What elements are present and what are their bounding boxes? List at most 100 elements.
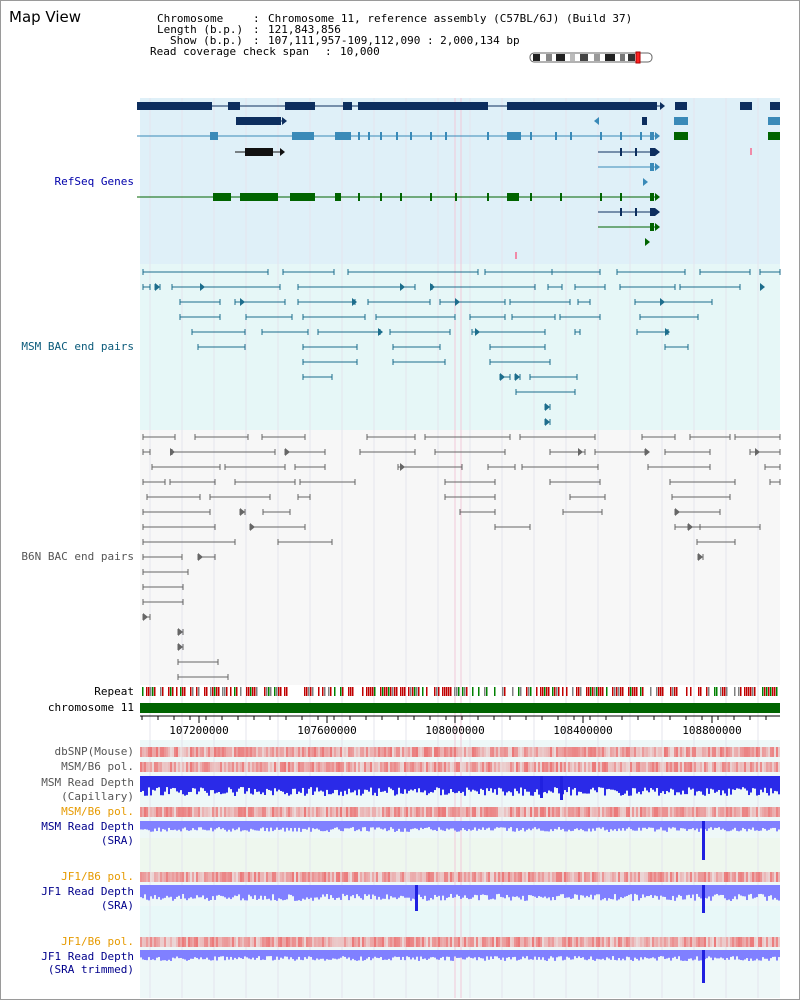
msm-bac-pair-arrow[interactable]	[455, 298, 460, 306]
b6n-bac-pair-arrow[interactable]	[143, 613, 148, 621]
gene-exon[interactable]	[358, 132, 360, 140]
gene-exon[interactable]	[430, 193, 432, 201]
gene-exon[interactable]	[487, 193, 489, 201]
gene-strand-arrow[interactable]	[655, 148, 660, 156]
gene-exon[interactable]	[430, 132, 432, 140]
gene-strand-arrow[interactable]	[655, 132, 660, 140]
msm-bac-pair-arrow[interactable]	[660, 298, 665, 306]
gene-strand-arrow[interactable]	[282, 117, 287, 125]
b6n-bac-pair-arrow[interactable]	[578, 448, 583, 456]
gene-exon[interactable]	[396, 132, 398, 140]
gene-exon[interactable]	[675, 102, 687, 110]
gene-strand-arrow[interactable]	[280, 148, 285, 156]
gene-exon[interactable]	[292, 132, 314, 140]
gene-exon[interactable]	[530, 193, 532, 201]
msm-bac-pair-arrow[interactable]	[665, 328, 670, 336]
gene-exon[interactable]	[445, 132, 447, 140]
msm-bac-pair-arrow[interactable]	[155, 283, 160, 291]
gene-strand-arrow[interactable]	[594, 117, 599, 125]
gene-exon[interactable]	[600, 193, 602, 201]
gene-exon[interactable]	[285, 102, 315, 110]
gene-strand-arrow[interactable]	[655, 163, 660, 171]
gene-exon[interactable]	[650, 148, 655, 156]
msm-bac-pair-arrow[interactable]	[378, 328, 383, 336]
gene-exon[interactable]	[410, 132, 412, 140]
gene-exon[interactable]	[650, 132, 654, 140]
gene-strand-arrow[interactable]	[645, 238, 650, 246]
gene-exon[interactable]	[555, 132, 557, 140]
b6n-bac-pair-arrow[interactable]	[688, 523, 693, 531]
b6n-bac-pair-arrow[interactable]	[178, 628, 183, 636]
gene-strand-arrow[interactable]	[643, 178, 648, 186]
gene-exon[interactable]	[137, 102, 212, 110]
gene-exon[interactable]	[770, 102, 780, 110]
msm-bac-pair-arrow[interactable]	[240, 298, 245, 306]
gene-exon[interactable]	[290, 193, 315, 201]
b6n-bac-pair-arrow[interactable]	[698, 553, 703, 561]
msm-bac-pair-arrow[interactable]	[515, 373, 520, 381]
chromosome-bar[interactable]	[140, 703, 780, 713]
b6n-bac-pair-arrow[interactable]	[250, 523, 255, 531]
gene-exon[interactable]	[236, 117, 281, 125]
gene-exon[interactable]	[507, 193, 519, 201]
b6n-bac-pair-arrow[interactable]	[198, 553, 203, 561]
gene-exon[interactable]	[358, 193, 360, 201]
gene-strand-arrow[interactable]	[655, 193, 660, 201]
gene-exon[interactable]	[650, 193, 654, 201]
gene-exon[interactable]	[740, 102, 752, 110]
gene-exon[interactable]	[210, 132, 218, 140]
gene-exon[interactable]	[642, 117, 647, 125]
gene-exon[interactable]	[228, 102, 240, 110]
gene-exon[interactable]	[674, 132, 688, 140]
msm-bac-pair-arrow[interactable]	[400, 283, 405, 291]
gene-exon[interactable]	[635, 148, 637, 156]
gene-exon[interactable]	[343, 102, 352, 110]
gene-exon[interactable]	[620, 148, 622, 156]
msm-bac-pair-arrow[interactable]	[760, 283, 765, 291]
msm-bac-pair-arrow[interactable]	[545, 403, 550, 411]
b6n-bac-pair-arrow[interactable]	[645, 448, 650, 456]
gene-exon[interactable]	[400, 193, 402, 201]
gene-exon[interactable]	[620, 132, 622, 140]
msm-bac-pair-arrow[interactable]	[475, 328, 480, 336]
gene-exon[interactable]	[600, 132, 602, 140]
gene-exon[interactable]	[368, 132, 370, 140]
b6n-bac-pair-arrow[interactable]	[178, 643, 183, 651]
gene-exon[interactable]	[768, 117, 780, 125]
b6n-bac-pair-arrow[interactable]	[170, 448, 175, 456]
msm-bac-pair-arrow[interactable]	[430, 283, 435, 291]
gene-exon[interactable]	[560, 193, 562, 201]
gene-exon[interactable]	[640, 132, 642, 140]
gene-exon[interactable]	[245, 148, 273, 156]
gene-exon[interactable]	[507, 132, 521, 140]
chromosome-ideogram[interactable]	[529, 51, 653, 64]
b6n-bac-pair-arrow[interactable]	[755, 448, 760, 456]
gene-exon[interactable]	[335, 132, 351, 140]
gene-exon[interactable]	[650, 163, 654, 171]
msm-bac-pair-arrow[interactable]	[545, 418, 550, 426]
b6n-bac-pair-arrow[interactable]	[240, 508, 245, 516]
gene-exon[interactable]	[768, 132, 780, 140]
b6n-bac-pair-arrow[interactable]	[675, 508, 680, 516]
msm-bac-pair-arrow[interactable]	[200, 283, 205, 291]
gene-exon[interactable]	[380, 193, 382, 201]
gene-exon[interactable]	[620, 208, 622, 216]
gene-exon[interactable]	[650, 223, 654, 231]
gene-exon[interactable]	[650, 208, 655, 216]
gene-exon[interactable]	[530, 132, 532, 140]
b6n-bac-pair-arrow[interactable]	[400, 463, 405, 471]
gene-exon[interactable]	[507, 102, 657, 110]
gene-exon[interactable]	[213, 193, 231, 201]
gene-exon[interactable]	[674, 117, 688, 125]
gene-exon[interactable]	[240, 193, 278, 201]
msm-bac-pair-arrow[interactable]	[500, 373, 505, 381]
gene-exon[interactable]	[335, 193, 341, 201]
b6n-bac-pair-arrow[interactable]	[285, 448, 290, 456]
gene-exon[interactable]	[635, 208, 637, 216]
gene-exon[interactable]	[380, 132, 382, 140]
gene-exon[interactable]	[487, 132, 489, 140]
gene-strand-arrow[interactable]	[655, 208, 660, 216]
gene-exon[interactable]	[620, 193, 622, 201]
gene-strand-arrow[interactable]	[660, 102, 665, 110]
gene-exon[interactable]	[570, 132, 572, 140]
